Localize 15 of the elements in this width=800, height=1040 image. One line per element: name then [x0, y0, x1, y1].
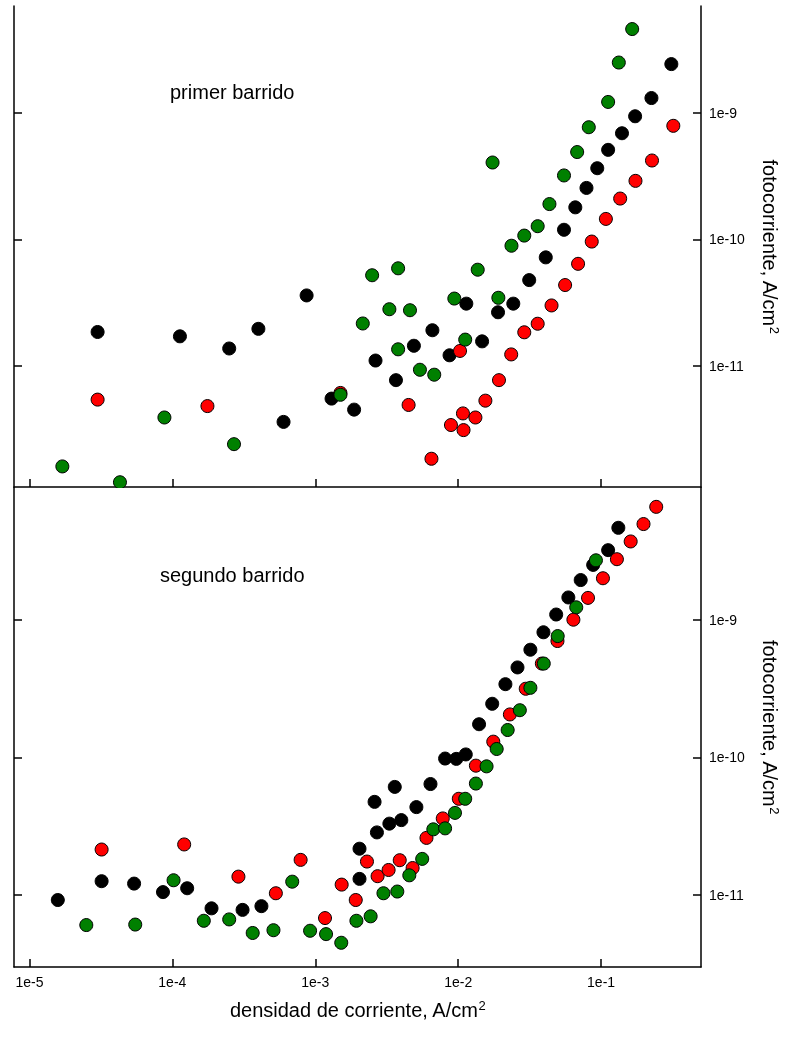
- x-tick-label: 1e-3: [301, 974, 330, 990]
- y-tick-label: 1e-10: [709, 749, 746, 766]
- annotation: primer barrido: [170, 81, 295, 103]
- x-tick-label: 1e-4: [158, 974, 187, 990]
- y-tick-label: 1e-9: [709, 611, 738, 628]
- x-tick-label: 1e-5: [15, 974, 44, 990]
- y-tick-label: 1e-11: [709, 357, 744, 374]
- annotation: segundo barrido: [160, 564, 305, 586]
- x-tick-label: 1e-1: [587, 974, 616, 990]
- y-axis-title: fotocorriente, A/cm2: [759, 640, 782, 815]
- x-tick-label: 1e-2: [444, 974, 473, 990]
- y-tick-label: 1e-11: [709, 887, 744, 904]
- y-tick-label: 1e-9: [709, 104, 738, 121]
- y-axis-title: fotocorriente, A/cm2: [759, 159, 782, 335]
- y-tick-label: 1e-10: [709, 231, 746, 248]
